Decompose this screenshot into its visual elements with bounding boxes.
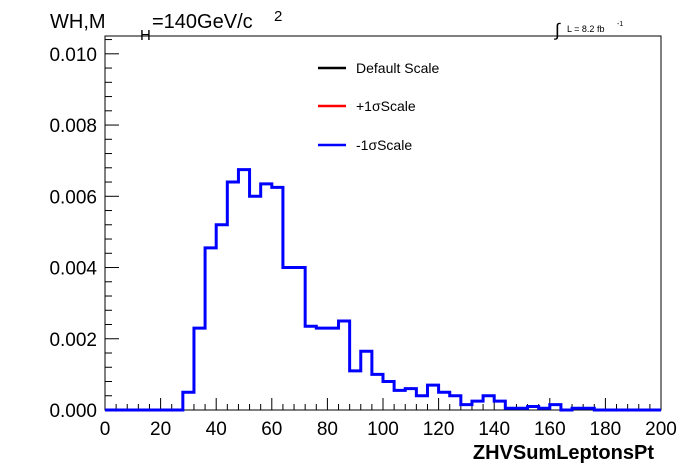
series-line-minus-sigma [105,168,661,412]
y-tick-label: 0.008 [49,116,97,137]
x-tick-label: 200 [645,419,677,440]
chart-title-subscript: H [140,27,151,44]
y-tick-label: 0.000 [49,401,97,422]
x-tick-label: 40 [206,419,227,440]
y-tick-label: 0.010 [49,45,97,66]
legend-label-default: Default Scale [356,60,439,76]
plot-area [105,168,661,412]
lumi-integral-sign: ∫ [553,20,561,40]
legend: Default Scale +1σScale -1σScale [318,60,439,153]
y-tick-label: 0.002 [49,330,97,351]
lumi-text: L = 8.2 fb [567,24,604,34]
legend-label-minus: -1σScale [356,137,412,153]
x-tick-label: 80 [317,419,338,440]
lumi-superscript: -1 [617,21,623,28]
chart-title-main: WH,M [50,11,106,33]
x-tick-label: 180 [590,419,622,440]
y-tick-label: 0.006 [49,187,97,208]
x-tick-label: 160 [534,419,566,440]
x-tick-label: 140 [478,419,510,440]
x-tick-label: 60 [261,419,282,440]
chart-title-rest: =140GeV/c [152,11,253,33]
x-axis-label: ZHVSumLeptonsPt [473,442,654,464]
legend-label-plus: +1σScale [356,98,416,114]
axes-group: 0 20 40 60 80 100 120 140 160 180 200 0.000 0.002 0.0… [49,35,677,440]
x-tick-label: 0 [100,419,111,440]
x-tick-label: 120 [423,419,455,440]
x-tick-label: 20 [150,419,171,440]
x-tick-label: 100 [367,419,399,440]
chart-title-superscript: 2 [274,8,282,25]
y-tick-label: 0.004 [49,259,97,280]
